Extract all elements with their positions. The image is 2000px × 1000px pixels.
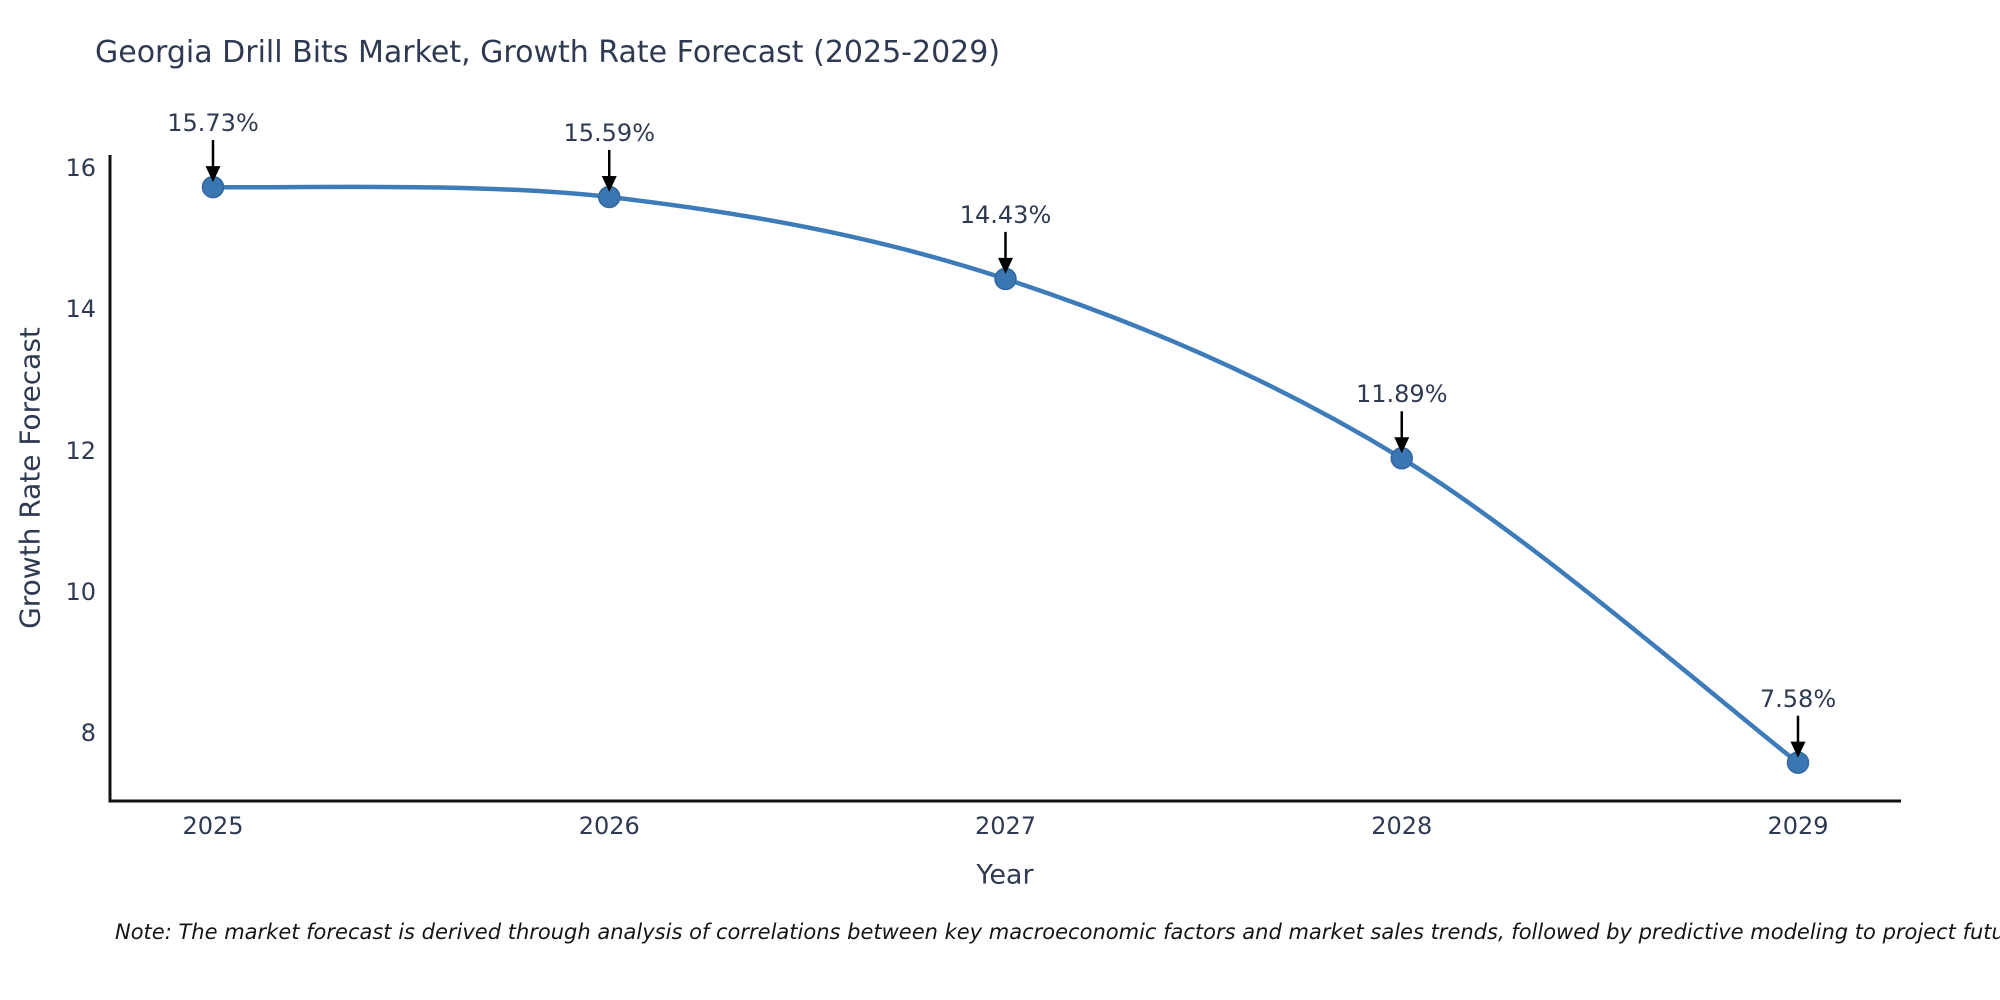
y-tick-label: 16: [65, 154, 96, 182]
y-tick-label: 10: [65, 577, 96, 606]
x-axis-title: Year: [976, 859, 1034, 891]
y-tick-label: 8: [80, 719, 96, 747]
y-tick-label: 14: [65, 295, 96, 324]
footnote: Note: The market forecast is derived thr…: [115, 920, 2000, 944]
y-tick-label: 12: [65, 436, 96, 465]
data-point-value-label: 14.43%: [959, 200, 1052, 229]
annotation-arrow-head: [1790, 741, 1806, 758]
data-point-value-label: 11.89%: [1355, 380, 1448, 409]
data-point-value-label: 15.73%: [167, 109, 259, 138]
x-tick-label: 2027: [974, 812, 1037, 840]
data-point-value-label: 15.59%: [563, 118, 656, 147]
data-point-value-label: 7.58%: [1759, 684, 1837, 713]
annotation-arrow-head: [1394, 437, 1410, 454]
x-tick-label: 2029: [1767, 812, 1829, 840]
x-tick-label: 2026: [578, 812, 640, 840]
x-tick-label: 2025: [182, 812, 244, 840]
x-tick-label: 2028: [1371, 812, 1433, 840]
annotation-arrow-head: [998, 257, 1013, 274]
chart-title: Georgia Drill Bits Market, Growth Rate F…: [95, 35, 1001, 70]
annotation-arrow-head: [205, 166, 221, 183]
annotation-arrow-head: [601, 175, 617, 192]
